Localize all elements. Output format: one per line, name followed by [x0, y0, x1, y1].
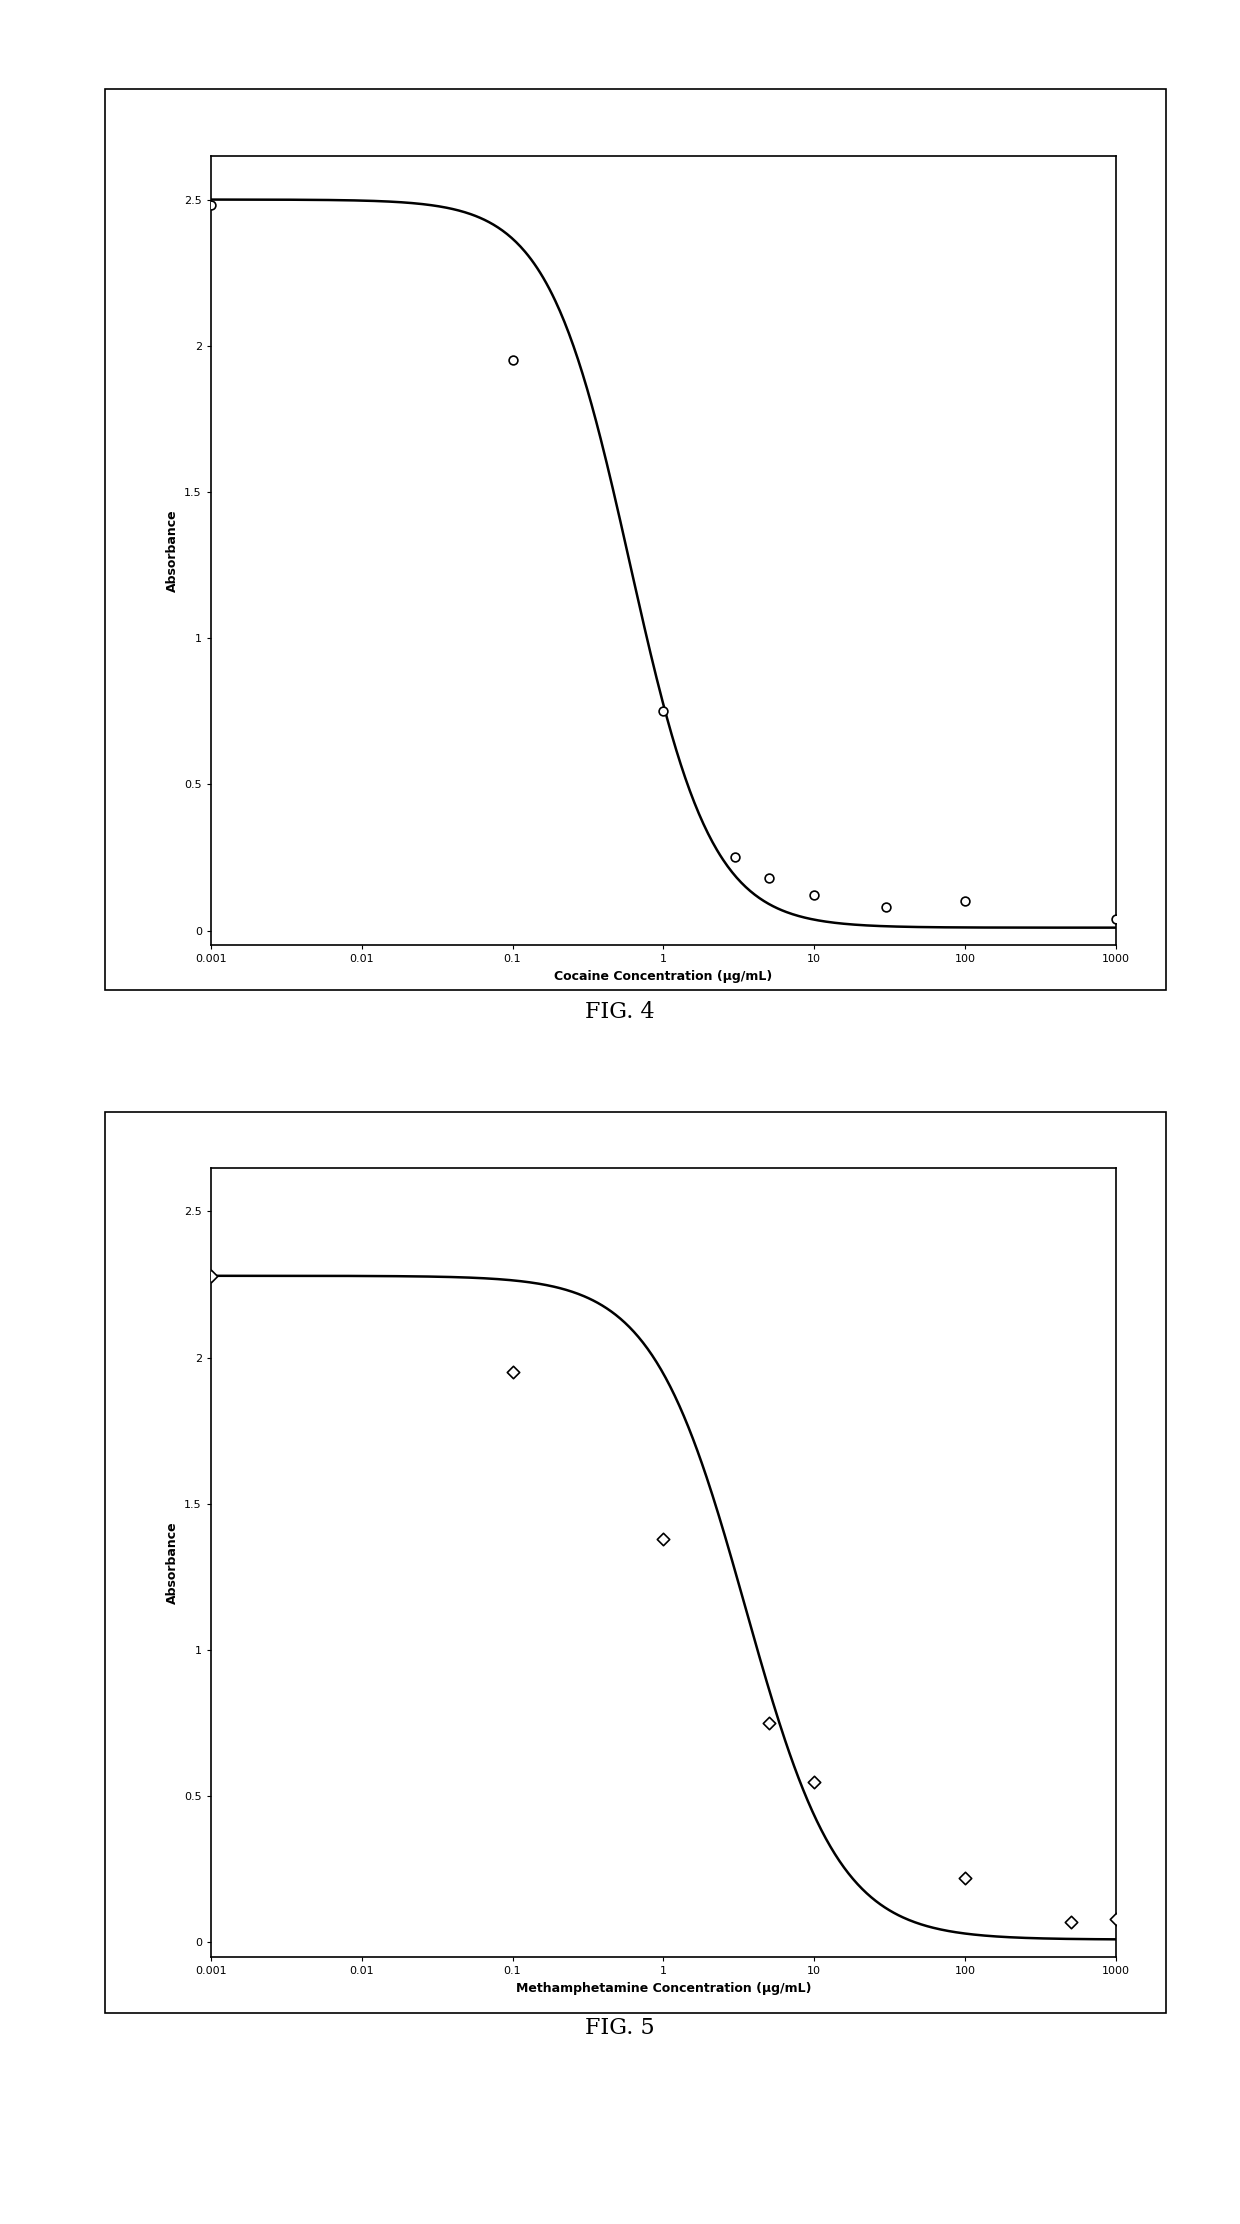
Y-axis label: Absorbance: Absorbance: [165, 509, 179, 592]
Text: FIG. 4: FIG. 4: [585, 1001, 655, 1023]
Point: [653, 694, 673, 729]
Point: [201, 187, 221, 222]
Point: [502, 1354, 522, 1390]
X-axis label: Methamphetamine Concentration (μg/mL): Methamphetamine Concentration (μg/mL): [516, 1982, 811, 1995]
Text: FIG. 5: FIG. 5: [585, 2017, 655, 2039]
Point: [805, 878, 825, 914]
Point: [1106, 1902, 1126, 1937]
Y-axis label: Absorbance: Absorbance: [165, 1521, 179, 1604]
Point: [653, 1521, 673, 1557]
Point: [1106, 901, 1126, 936]
Point: [877, 890, 897, 925]
Point: [805, 1764, 825, 1799]
X-axis label: Cocaine Concentration (μg/mL): Cocaine Concentration (μg/mL): [554, 970, 773, 983]
Point: [955, 1859, 975, 1895]
Point: [201, 1259, 221, 1294]
Point: [1060, 1904, 1080, 1939]
Point: [955, 883, 975, 919]
Point: [725, 841, 745, 876]
Point: [502, 342, 522, 378]
Point: [759, 1706, 779, 1741]
Point: [759, 861, 779, 896]
